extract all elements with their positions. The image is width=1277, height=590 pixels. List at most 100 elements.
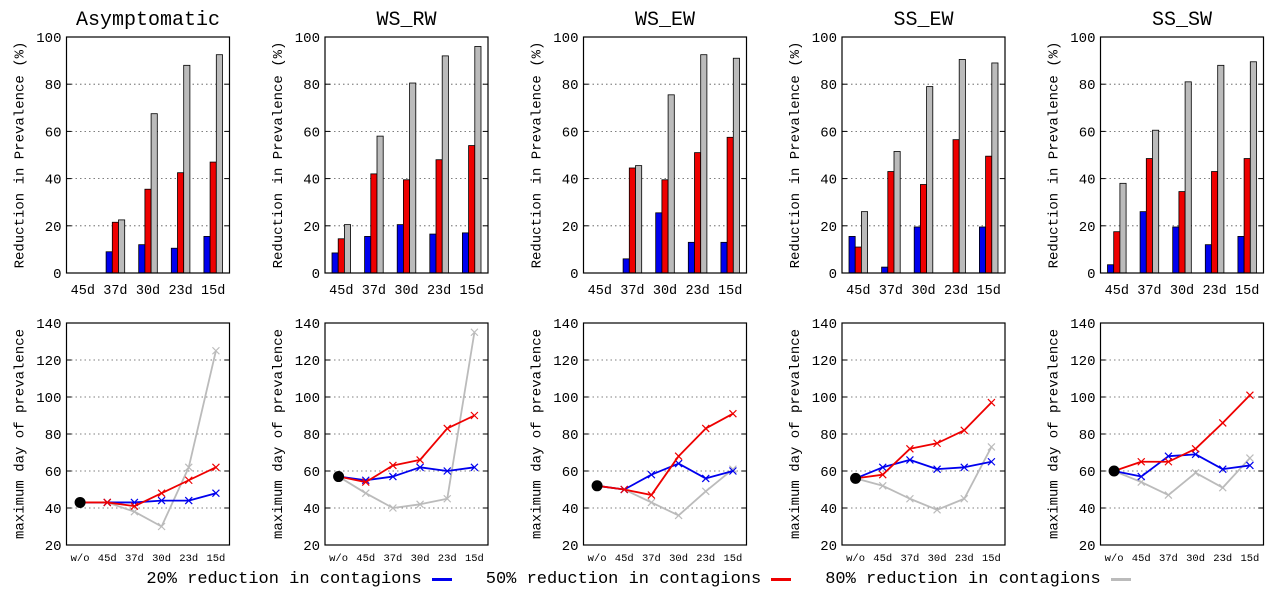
line-ytick-label: 40 xyxy=(45,502,62,518)
line-ylabel: maximum day of prevalence xyxy=(271,329,287,539)
line-ytick-label: 140 xyxy=(553,317,578,333)
data-point-marker xyxy=(960,426,969,435)
data-point-marker xyxy=(1218,465,1227,474)
data-point-marker xyxy=(416,463,425,472)
data-point-marker xyxy=(470,411,479,420)
data-point-marker xyxy=(905,494,914,503)
data-point-marker xyxy=(211,463,220,472)
bar-ytick-label: 0 xyxy=(1087,267,1095,283)
bar xyxy=(215,54,223,274)
line-xtick-label: 37d xyxy=(642,553,661,565)
data-point-marker xyxy=(1218,483,1227,492)
bar-ytick-label: 40 xyxy=(303,173,320,189)
bar xyxy=(370,173,378,274)
bar-xtick-label: 45d xyxy=(588,284,612,299)
line-xtick-label: 30d xyxy=(669,553,688,565)
bar xyxy=(461,232,469,274)
bar xyxy=(622,258,630,274)
bar-ytick-label: 40 xyxy=(820,173,837,189)
legend-label-20: 20% reduction in contagions xyxy=(146,569,422,589)
data-point-marker xyxy=(620,485,629,494)
data-point-marker xyxy=(960,494,969,503)
line-ytick-label: 20 xyxy=(820,539,837,555)
bar xyxy=(1113,231,1121,274)
bar-ytick-label: 20 xyxy=(303,220,320,236)
panel-title: WS_RW xyxy=(376,9,436,32)
data-point-marker xyxy=(470,328,479,337)
panel-3: WS_EW 0 20 40 60 80 100 45d 37d 30d 23d 15d Reductio… xyxy=(530,9,748,565)
bar-ytick-label: 40 xyxy=(45,173,62,189)
bar xyxy=(952,139,960,274)
data-point-marker xyxy=(443,494,452,503)
line-ytick-label: 100 xyxy=(812,391,837,407)
data-point-marker xyxy=(701,487,710,496)
bar xyxy=(881,266,889,274)
start-point-marker xyxy=(591,480,603,492)
panel-title: WS_EW xyxy=(635,9,695,32)
bar xyxy=(726,136,734,274)
bar-ytick-label: 20 xyxy=(562,220,579,236)
series-line xyxy=(338,332,476,509)
data-point-marker xyxy=(728,409,737,418)
line-xtick-label: 15d xyxy=(1240,553,1259,565)
data-point-marker xyxy=(443,467,452,475)
bar xyxy=(667,94,675,274)
series-line xyxy=(596,412,734,496)
line-ytick-label: 60 xyxy=(45,465,62,481)
start-point-marker xyxy=(333,471,345,483)
data-point-marker xyxy=(1191,468,1200,477)
data-point-marker xyxy=(701,474,710,483)
line-xtick-label: 45d xyxy=(1132,553,1151,565)
data-point-marker xyxy=(647,498,656,507)
bar-xtick-label: 23d xyxy=(1202,284,1226,299)
bar xyxy=(144,188,152,274)
bar xyxy=(364,236,372,274)
data-point-marker xyxy=(361,478,370,487)
bar xyxy=(1145,158,1153,274)
line-ytick-label: 120 xyxy=(553,354,578,370)
bar xyxy=(628,167,636,274)
chart-legend: 20% reduction in contagions 50% reductio… xyxy=(0,568,1277,590)
bar-xtick-label: 45d xyxy=(1105,284,1129,299)
data-point-marker xyxy=(470,463,479,472)
data-point-marker xyxy=(211,346,220,355)
legend-swatch-20 xyxy=(431,577,452,581)
line-ylabel: maximum day of prevalence xyxy=(788,329,804,539)
bar xyxy=(861,211,869,274)
line-ytick-label: 140 xyxy=(1070,317,1095,333)
line-xtick-label: 45d xyxy=(98,553,117,565)
series-line xyxy=(1113,457,1251,496)
bar-xtick-label: 37d xyxy=(620,284,644,299)
bar-ytick-label: 0 xyxy=(829,267,837,283)
bar-ytick-label: 20 xyxy=(45,220,62,236)
bar-plot-frame xyxy=(582,36,748,274)
line-ytick-label: 60 xyxy=(303,465,320,481)
data-point-marker xyxy=(1191,444,1200,453)
line-plot-frame xyxy=(582,322,748,546)
bar xyxy=(402,179,410,274)
data-point-marker xyxy=(184,463,193,472)
data-point-marker xyxy=(987,443,996,451)
data-point-marker xyxy=(1164,491,1173,499)
bar-xtick-label: 23d xyxy=(168,284,192,299)
bar-plot-frame xyxy=(1099,36,1265,274)
line-ytick-label: 20 xyxy=(45,539,62,555)
line-ytick-label: 40 xyxy=(562,502,579,518)
data-point-marker xyxy=(361,476,370,485)
line-xtick-label: 45d xyxy=(873,553,892,565)
line-ytick-label: 20 xyxy=(1079,539,1096,555)
data-point-marker xyxy=(1245,454,1254,462)
data-point-marker xyxy=(361,489,370,498)
bar-xtick-label: 15d xyxy=(460,284,484,299)
bar xyxy=(170,247,178,274)
bar xyxy=(635,165,643,274)
series-line xyxy=(855,446,993,511)
bar-ytick-label: 40 xyxy=(562,173,579,189)
line-xtick-label: 45d xyxy=(356,553,375,565)
bar-xtick-label: 45d xyxy=(846,284,870,299)
bar-xtick-label: 45d xyxy=(329,284,353,299)
line-ytick-label: 80 xyxy=(562,428,579,444)
data-point-marker xyxy=(878,481,887,490)
legend-item-20: 20% reduction in contagions xyxy=(146,569,452,589)
bar-xtick-label: 23d xyxy=(427,284,451,299)
